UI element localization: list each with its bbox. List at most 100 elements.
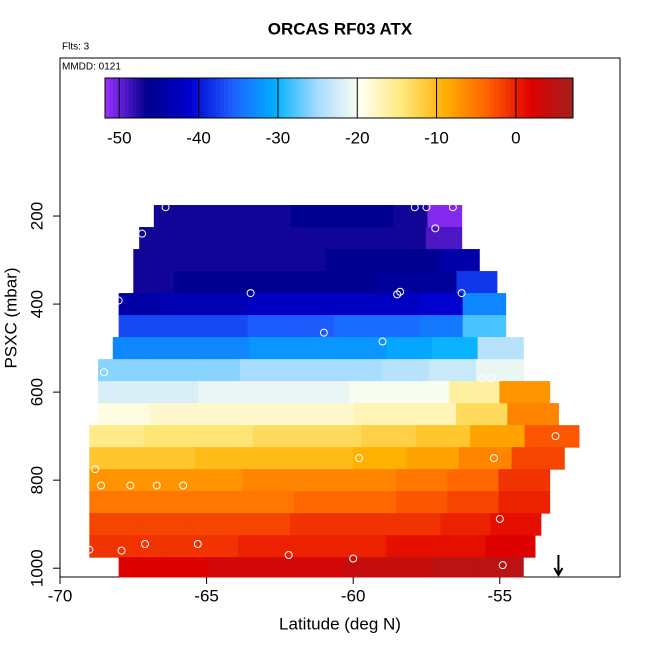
- colorbar-swatch: [327, 78, 332, 118]
- colorbar-swatch: [339, 78, 344, 118]
- heat-cell: [98, 403, 150, 426]
- x-tick-label: -70: [48, 586, 73, 605]
- heat-cell: [361, 425, 417, 448]
- heat-cell: [139, 513, 191, 536]
- colorbar-swatch: [283, 78, 288, 118]
- colorbar-swatch: [315, 78, 320, 118]
- heat-cell: [118, 557, 165, 578]
- colorbar-swatch: [414, 78, 419, 118]
- heat-cell: [248, 381, 300, 404]
- colorbar-tick-label: -30: [266, 128, 291, 147]
- colorbar-swatch: [279, 78, 284, 118]
- colorbar-swatch: [303, 78, 308, 118]
- colorbar-swatch: [307, 78, 312, 118]
- colorbar-swatch: [259, 78, 265, 118]
- heat-cell: [287, 249, 327, 272]
- heat-cell: [192, 359, 241, 382]
- colorbar-swatch: [227, 78, 233, 118]
- heat-cell: [300, 447, 354, 470]
- heat-cell: [251, 403, 304, 426]
- colorbar-swatch: [287, 78, 292, 118]
- colorbar-swatch: [569, 78, 574, 118]
- colorbar-swatch: [112, 78, 118, 118]
- heat-cell: [293, 469, 346, 492]
- colorbar-swatch: [358, 78, 364, 118]
- colorbar-swatch: [430, 78, 435, 118]
- heat-cell: [246, 227, 284, 250]
- heat-cell: [89, 491, 141, 514]
- colorbar-swatch: [346, 78, 352, 118]
- colorbar-swatch: [517, 78, 522, 118]
- heat-cell: [287, 359, 335, 382]
- y-tick-label: 800: [27, 466, 46, 494]
- colorbar-swatch: [216, 78, 221, 118]
- heat-cell: [425, 227, 463, 250]
- data-point: [355, 454, 364, 463]
- colorbar-swatch: [370, 78, 376, 118]
- data-point: [97, 481, 106, 490]
- heat-cell: [295, 337, 342, 360]
- colorbar-swatch: [366, 78, 372, 118]
- heat-cell: [498, 491, 551, 514]
- data-point: [431, 224, 440, 233]
- colorbar-swatch: [144, 78, 150, 118]
- heat-cell: [511, 447, 565, 470]
- heat-cell: [198, 381, 250, 404]
- heat-cell: [138, 535, 189, 558]
- heat-cell: [210, 227, 248, 250]
- heat-cell: [402, 249, 442, 272]
- heat-cell: [143, 425, 199, 448]
- colorbar-swatch: [541, 78, 546, 118]
- heat-cell: [345, 491, 397, 514]
- colorbar-tick-label: 0: [511, 128, 520, 147]
- colorbar-swatch: [120, 78, 126, 118]
- data-point: [396, 287, 405, 296]
- heat-cell: [390, 513, 442, 536]
- heat-cell: [89, 513, 140, 536]
- colorbar-tick-label: -10: [424, 128, 449, 147]
- arrow: [553, 555, 564, 578]
- heat-cell: [204, 293, 249, 316]
- colorbar-swatch: [263, 78, 269, 118]
- colorbar-swatch: [128, 78, 134, 118]
- heat-cell: [478, 557, 524, 578]
- heat-cell: [419, 315, 464, 338]
- heat-cell: [334, 359, 383, 382]
- colorbar-swatch: [267, 78, 273, 118]
- colorbar-swatch: [136, 78, 142, 118]
- colorbar-swatch: [521, 78, 526, 118]
- heat-cell: [118, 293, 163, 316]
- heat-cell: [293, 491, 346, 514]
- annotation: MMDD: 0121: [62, 62, 121, 73]
- heat-cell: [477, 337, 524, 360]
- heat-cell: [247, 293, 292, 316]
- x-tick-label: -60: [341, 586, 366, 605]
- colorbar-swatch: [398, 78, 403, 118]
- colorbar-swatch: [231, 78, 237, 118]
- heat-cell: [174, 227, 212, 250]
- heat-cell: [249, 337, 296, 360]
- heat-cell: [158, 337, 205, 360]
- heat-cell: [282, 227, 319, 250]
- colorbar-swatch: [418, 78, 423, 118]
- heat-cell: [140, 491, 193, 514]
- data-point: [551, 432, 560, 441]
- colorbar-swatch: [410, 78, 415, 118]
- data-point: [489, 454, 498, 463]
- heat-cell: [161, 293, 206, 316]
- heat-cell: [89, 425, 145, 448]
- heat-cell: [381, 359, 430, 382]
- colorbar-swatch: [485, 78, 491, 118]
- heat-cell: [333, 315, 378, 338]
- colorbar-swatch: [204, 78, 209, 118]
- colorbar-swatch: [457, 78, 463, 118]
- colorbar-swatch: [108, 78, 114, 118]
- heat-cell: [419, 293, 464, 316]
- heat-cell: [485, 535, 536, 558]
- colorbar-swatch: [235, 78, 241, 118]
- colorbar-swatch: [168, 78, 173, 118]
- heat-cell: [348, 381, 400, 404]
- data-point: [378, 337, 387, 346]
- data-point: [284, 550, 293, 559]
- heat-cell: [247, 315, 292, 338]
